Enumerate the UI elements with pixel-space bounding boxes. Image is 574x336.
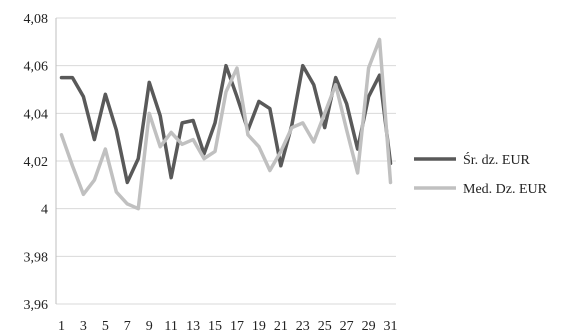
legend: Śr. dz. EUR Med. Dz. EUR xyxy=(414,151,548,197)
series-line-1 xyxy=(59,63,393,185)
x-tick-label: 29 xyxy=(362,319,376,334)
x-tick-label: 7 xyxy=(124,319,131,334)
x-tick-label: 23 xyxy=(296,319,310,334)
legend-label: Śr. dz. EUR xyxy=(463,151,531,168)
series-lines xyxy=(59,37,393,211)
legend-label: Med. Dz. EUR xyxy=(463,182,548,197)
x-tick-label: 13 xyxy=(186,319,200,334)
y-tick-label: 4,08 xyxy=(24,12,49,27)
legend-item: Śr. dz. EUR xyxy=(414,151,531,168)
y-axis: 3,96 3,98 4 4,02 4,04 4,06 4,08 xyxy=(24,12,57,313)
x-tick-label: 21 xyxy=(274,319,288,334)
x-tick-label: 15 xyxy=(208,319,222,334)
y-tick-label: 4,04 xyxy=(24,107,49,122)
series-line-2 xyxy=(59,37,393,211)
x-tick-label: 25 xyxy=(318,319,332,334)
y-tick-label: 4,02 xyxy=(24,155,49,170)
x-tick-label: 11 xyxy=(164,319,177,334)
x-tick-label: 31 xyxy=(384,319,398,334)
x-axis: 1 3 5 7 9 11 13 15 17 19 21 23 25 27 29 31 xyxy=(58,319,398,334)
x-tick-label: 1 xyxy=(58,319,65,334)
x-tick-label: 19 xyxy=(252,319,266,334)
y-tick-label: 4,06 xyxy=(24,60,49,75)
x-tick-label: 5 xyxy=(102,319,109,334)
y-tick-label: 3,96 xyxy=(24,298,49,313)
x-tick-label: 3 xyxy=(80,319,87,334)
x-tick-label: 27 xyxy=(340,319,354,334)
y-tick-label: 4 xyxy=(41,203,48,218)
x-tick-label: 17 xyxy=(230,319,244,334)
legend-item: Med. Dz. EUR xyxy=(414,182,548,197)
x-tick-label: 9 xyxy=(146,319,153,334)
y-tick-label: 3,98 xyxy=(24,250,49,265)
